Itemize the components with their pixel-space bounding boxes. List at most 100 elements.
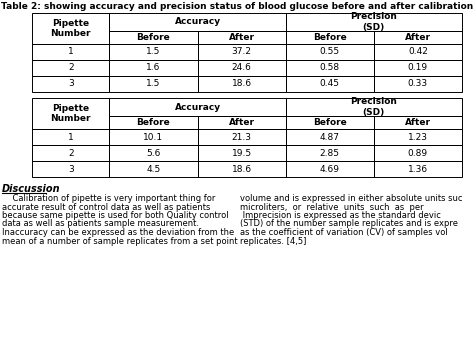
Bar xyxy=(374,76,462,92)
Text: Accuracy: Accuracy xyxy=(174,17,220,26)
Text: 4.5: 4.5 xyxy=(146,165,161,174)
Bar xyxy=(374,145,462,161)
Bar xyxy=(109,60,198,76)
Bar xyxy=(109,161,198,177)
Bar xyxy=(109,129,198,145)
Text: 19.5: 19.5 xyxy=(232,149,252,157)
Bar xyxy=(286,145,374,161)
Text: replicates. [4,5]: replicates. [4,5] xyxy=(240,237,306,246)
Text: 0.89: 0.89 xyxy=(408,149,428,157)
Text: Before: Before xyxy=(313,118,346,127)
Bar xyxy=(374,161,462,177)
Text: as the coefficient of variation (CV) of samples vol: as the coefficient of variation (CV) of … xyxy=(240,228,448,237)
Bar xyxy=(32,44,109,60)
Text: After: After xyxy=(405,33,431,42)
Text: microliters,  or  relative  units  such  as  per: microliters, or relative units such as p… xyxy=(240,202,424,212)
Text: 18.6: 18.6 xyxy=(232,165,252,174)
Text: Pipette
Number: Pipette Number xyxy=(50,19,91,38)
Text: 10.1: 10.1 xyxy=(144,132,164,142)
Text: 0.19: 0.19 xyxy=(408,63,428,72)
Text: Precision
(SD): Precision (SD) xyxy=(350,97,397,117)
Text: 1: 1 xyxy=(68,132,73,142)
Text: 2: 2 xyxy=(68,63,73,72)
Bar xyxy=(109,13,286,31)
Text: 37.2: 37.2 xyxy=(232,47,252,57)
Bar xyxy=(286,116,374,129)
Text: Accuracy: Accuracy xyxy=(174,103,220,111)
Bar xyxy=(286,31,374,44)
Bar xyxy=(198,44,286,60)
Text: 1.23: 1.23 xyxy=(408,132,428,142)
Bar xyxy=(286,44,374,60)
Text: 1.5: 1.5 xyxy=(146,80,161,88)
Bar xyxy=(286,13,462,31)
Text: 4.69: 4.69 xyxy=(320,165,340,174)
Text: Pipette
Number: Pipette Number xyxy=(50,104,91,123)
Text: volume and is expressed in either absolute units suc: volume and is expressed in either absolu… xyxy=(240,194,463,203)
Text: accurate result of control data as well as patients: accurate result of control data as well … xyxy=(2,202,210,212)
Text: mean of a number of sample replicates from a set point: mean of a number of sample replicates fr… xyxy=(2,237,237,246)
Bar xyxy=(286,60,374,76)
Bar xyxy=(109,31,198,44)
Bar xyxy=(109,98,286,116)
Bar xyxy=(198,60,286,76)
Text: After: After xyxy=(228,118,255,127)
Text: 2.85: 2.85 xyxy=(320,149,340,157)
Text: 1.5: 1.5 xyxy=(146,47,161,57)
Bar xyxy=(286,129,374,145)
Text: 0.42: 0.42 xyxy=(408,47,428,57)
Bar xyxy=(198,76,286,92)
Text: After: After xyxy=(228,33,255,42)
Text: After: After xyxy=(405,118,431,127)
Bar xyxy=(374,129,462,145)
Bar xyxy=(286,76,374,92)
Text: Discussion: Discussion xyxy=(2,184,61,194)
Text: Table 2: showing accuracy and precision status of blood glucose before and after: Table 2: showing accuracy and precision … xyxy=(1,2,473,11)
Text: 1.6: 1.6 xyxy=(146,63,161,72)
Bar xyxy=(32,76,109,92)
Bar xyxy=(198,116,286,129)
Bar xyxy=(32,60,109,76)
Text: 21.3: 21.3 xyxy=(232,132,252,142)
Text: 3: 3 xyxy=(68,165,73,174)
Bar xyxy=(374,44,462,60)
Text: 18.6: 18.6 xyxy=(232,80,252,88)
Text: 0.58: 0.58 xyxy=(319,63,340,72)
Bar xyxy=(374,31,462,44)
Bar xyxy=(109,145,198,161)
Bar xyxy=(32,98,109,129)
Text: 1: 1 xyxy=(68,47,73,57)
Text: data as well as patients sample measurement.: data as well as patients sample measurem… xyxy=(2,220,199,228)
Bar xyxy=(32,129,109,145)
Bar xyxy=(32,145,109,161)
Bar xyxy=(374,116,462,129)
Text: Calibration of pipette is very important thing for: Calibration of pipette is very important… xyxy=(2,194,215,203)
Text: 1.36: 1.36 xyxy=(408,165,428,174)
Text: 0.33: 0.33 xyxy=(408,80,428,88)
Bar xyxy=(109,116,198,129)
Text: 3: 3 xyxy=(68,80,73,88)
Bar xyxy=(198,145,286,161)
Text: (STD) of the number sample replicates and is expre: (STD) of the number sample replicates an… xyxy=(240,220,458,228)
Bar xyxy=(198,31,286,44)
Bar xyxy=(198,161,286,177)
Text: 5.6: 5.6 xyxy=(146,149,161,157)
Text: Before: Before xyxy=(137,33,170,42)
Bar xyxy=(198,129,286,145)
Text: Inaccuracy can be expressed as the deviation from the: Inaccuracy can be expressed as the devia… xyxy=(2,228,234,237)
Text: 0.45: 0.45 xyxy=(320,80,340,88)
Text: 2: 2 xyxy=(68,149,73,157)
Bar xyxy=(32,13,109,44)
Text: 24.6: 24.6 xyxy=(232,63,252,72)
Text: 0.55: 0.55 xyxy=(319,47,340,57)
Text: Before: Before xyxy=(137,118,170,127)
Text: 4.87: 4.87 xyxy=(320,132,340,142)
Bar xyxy=(374,60,462,76)
Text: Before: Before xyxy=(313,33,346,42)
Bar xyxy=(286,98,462,116)
Bar xyxy=(286,161,374,177)
Text: because same pipette is used for both Quality control: because same pipette is used for both Qu… xyxy=(2,211,228,220)
Text: Precision
(SD): Precision (SD) xyxy=(350,12,397,32)
Bar xyxy=(109,76,198,92)
Bar xyxy=(32,161,109,177)
